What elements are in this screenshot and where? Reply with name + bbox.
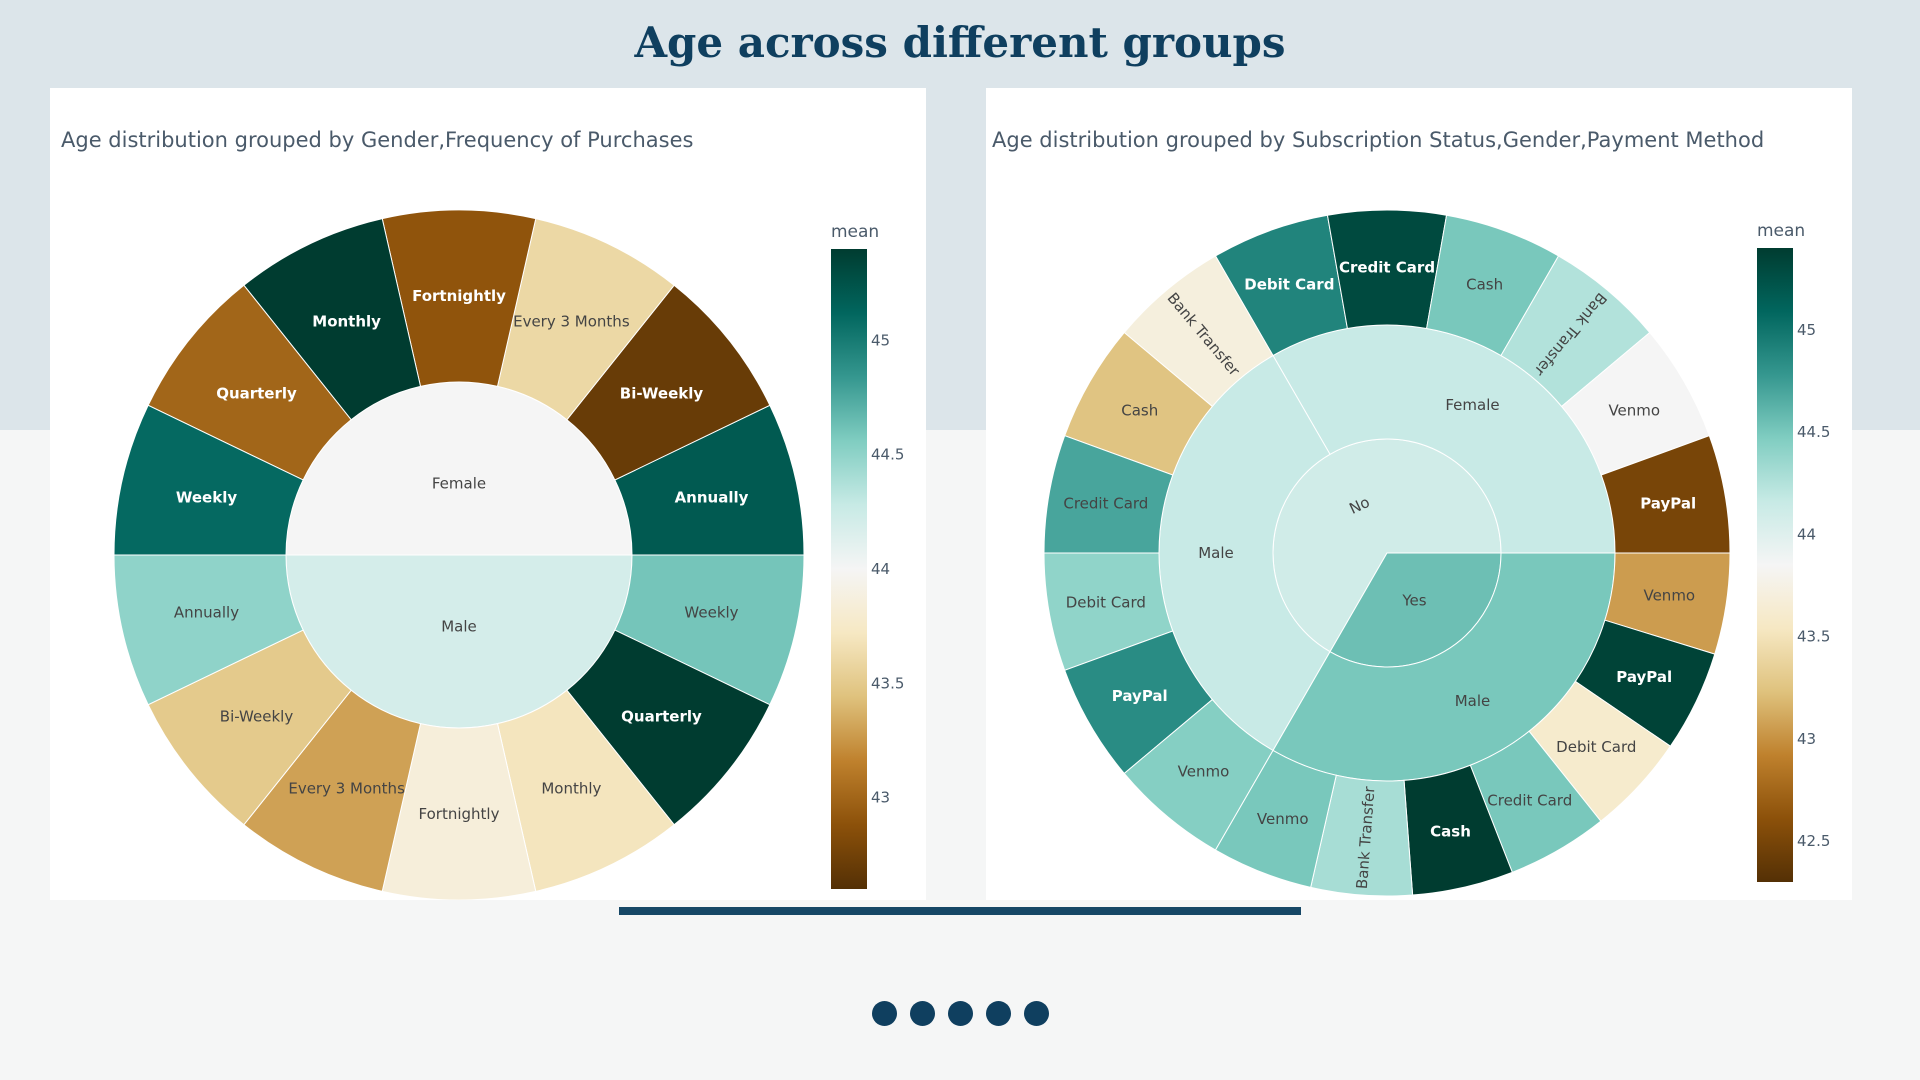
sunburst-label-credit-card: Credit Card bbox=[1063, 494, 1148, 512]
sunburst-label-bi-weekly: Bi-Weekly bbox=[220, 707, 294, 725]
colorbar-tick-label: 43 bbox=[871, 789, 890, 807]
sunburst-label-fortnightly: Fortnightly bbox=[412, 287, 506, 305]
sunburst-chart-left: Female Annually Bi-Weekly Every 3 Months For… bbox=[113, 209, 904, 900]
pager-dots[interactable] bbox=[872, 1001, 1049, 1026]
pager-dot[interactable] bbox=[872, 1001, 897, 1026]
colorbar-tick-label: 43 bbox=[1797, 730, 1816, 748]
sunburst-label-cash: Cash bbox=[1466, 276, 1503, 294]
sunburst-segment-female-bi-weekly[interactable] bbox=[566, 284, 771, 481]
colorbar bbox=[831, 249, 867, 889]
sunburst-label-paypal: PayPal bbox=[1616, 668, 1672, 686]
sunburst-label-every-3-months: Every 3 Months bbox=[513, 313, 630, 331]
sunburst-label-quarterly: Quarterly bbox=[621, 707, 702, 725]
colorbar-tick-label: 44.5 bbox=[871, 446, 904, 464]
sunburst-segment-no-male-cash[interactable] bbox=[1064, 331, 1214, 476]
sunburst-segment-yes-male-venmo[interactable] bbox=[1214, 749, 1337, 888]
sunburst-label-debit-card: Debit Card bbox=[1244, 276, 1334, 294]
sunburst-segment-male-annually[interactable] bbox=[113, 554, 304, 706]
sunburst-label-paypal: PayPal bbox=[1640, 494, 1696, 512]
sunburst-label-weekly: Weekly bbox=[176, 488, 237, 506]
sunburst-label-venmo: Venmo bbox=[1178, 763, 1230, 781]
sunburst-label-every-3-months: Every 3 Months bbox=[288, 779, 405, 797]
sunburst-label-male: Male bbox=[1455, 692, 1491, 710]
pager-dot[interactable] bbox=[986, 1001, 1011, 1026]
sunburst-segment-no-male-debit-card[interactable] bbox=[1043, 552, 1174, 671]
sunburst-label-debit-card: Debit Card bbox=[1066, 594, 1146, 612]
sunburst-segment-no-male-paypal[interactable] bbox=[1064, 630, 1214, 775]
sunburst-label-cash: Cash bbox=[1121, 401, 1158, 419]
sunburst-label-male: Male bbox=[1198, 544, 1234, 562]
colorbar bbox=[1757, 248, 1793, 882]
colorbar-tick-label: 43.5 bbox=[871, 674, 904, 692]
pager-dot[interactable] bbox=[910, 1001, 935, 1026]
colorbar-tick-label: 44 bbox=[871, 560, 890, 578]
sunburst-segment-no-male-bank-transfer[interactable] bbox=[1123, 255, 1274, 408]
sunburst-label-female: Female bbox=[1445, 396, 1499, 414]
sunburst-label-fortnightly: Fortnightly bbox=[419, 805, 500, 823]
sunburst-label-credit-card: Credit Card bbox=[1487, 791, 1572, 809]
sunburst-segment-no-male-venmo[interactable] bbox=[1123, 698, 1274, 851]
sunburst-label-yes: Yes bbox=[1401, 592, 1426, 610]
chart-title-left: Age distribution grouped by Gender,Frequ… bbox=[61, 128, 694, 152]
sunburst-label-venmo: Venmo bbox=[1257, 810, 1309, 828]
colorbar-title: mean bbox=[1757, 221, 1805, 241]
colorbar-tick-label: 43.5 bbox=[1797, 628, 1830, 646]
sunburst-segment-female-every-3-months[interactable] bbox=[496, 218, 675, 421]
pager-dot[interactable] bbox=[948, 1001, 973, 1026]
colorbar-tick-label: 44 bbox=[1797, 525, 1816, 543]
sunburst-label-annually: Annually bbox=[675, 488, 749, 506]
sunburst-label-credit-card: Credit Card bbox=[1339, 259, 1435, 277]
sunburst-label-paypal: PayPal bbox=[1112, 687, 1168, 705]
sunburst-segment-female-weekly[interactable] bbox=[113, 404, 304, 556]
sunburst-label-monthly: Monthly bbox=[312, 313, 381, 331]
sunburst-segment-no-male-credit-card[interactable] bbox=[1043, 435, 1174, 554]
sunburst-label-bi-weekly: Bi-Weekly bbox=[620, 385, 704, 403]
sunburst-label-cash: Cash bbox=[1430, 822, 1471, 840]
sunburst-segment-female-fortnightly[interactable] bbox=[381, 209, 537, 387]
colorbar-tick-label: 45 bbox=[1797, 321, 1816, 339]
sunburst-label-quarterly: Quarterly bbox=[216, 385, 297, 403]
colorbar-title: mean bbox=[831, 222, 879, 242]
sunburst-label-female: Female bbox=[432, 475, 486, 493]
slide-progress-bar bbox=[619, 907, 1301, 915]
sunburst-segment-female-quarterly[interactable] bbox=[147, 284, 352, 481]
sunburst-label-debit-card: Debit Card bbox=[1556, 738, 1636, 756]
chart-panel-left: Age distribution grouped by Gender,Frequ… bbox=[50, 88, 926, 900]
sunburst-label-venmo: Venmo bbox=[1608, 401, 1660, 419]
sunburst-label-weekly: Weekly bbox=[684, 604, 738, 622]
pager-dot[interactable] bbox=[1024, 1001, 1049, 1026]
page-title: Age across different groups bbox=[634, 18, 1286, 67]
sunburst-segment-female-monthly[interactable] bbox=[243, 218, 422, 421]
chart-panel-right: Age distribution grouped by Subscription… bbox=[986, 88, 1852, 900]
sunburst-label-monthly: Monthly bbox=[541, 779, 601, 797]
sunburst-label-venmo: Venmo bbox=[1643, 587, 1695, 605]
chart-title-right: Age distribution grouped by Subscription… bbox=[992, 128, 1765, 152]
colorbar-tick-label: 42.5 bbox=[1797, 832, 1830, 850]
colorbar-tick-label: 44.5 bbox=[1797, 423, 1830, 441]
sunburst-label-annually: Annually bbox=[174, 604, 239, 622]
colorbar-tick-label: 45 bbox=[871, 331, 890, 349]
sunburst-label-male: Male bbox=[441, 618, 477, 636]
